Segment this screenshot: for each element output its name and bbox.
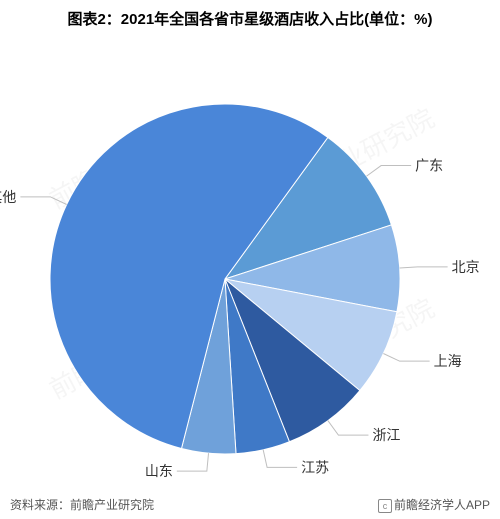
leader-line [328,421,369,436]
leader-line [383,354,429,362]
leader-line [400,267,448,268]
copyright-icon: c [378,499,392,513]
pie-svg: 广东北京上海浙江江苏 山东 其他 [0,29,500,489]
leader-line [263,450,297,468]
pie-chart: 前瞻产业研究院 前瞻产业研究院 前瞻产业研究院 前瞻产业研究院 广东北京上海浙江… [0,29,500,489]
slice-label: 上海 [434,353,462,369]
slice-label: 其他 [0,189,16,205]
slice-label: 北京 [452,259,480,275]
slice-label: 浙江 [372,427,400,443]
leader-line [367,166,412,177]
slice-label: 山东 [145,463,173,479]
slice-label: 广东 [415,158,443,174]
slice-label: 江苏 [301,459,329,475]
source-text: 资料来源：前瞻产业研究院 [10,496,154,513]
leader-line [177,453,209,471]
leader-line [20,197,66,205]
brand-text: c前瞻经济学人APP [378,496,490,513]
brand-label: 前瞻经济学人APP [394,498,490,512]
chart-title: 图表2：2021年全国各省市星级酒店收入占比(单位：%) [0,0,500,29]
